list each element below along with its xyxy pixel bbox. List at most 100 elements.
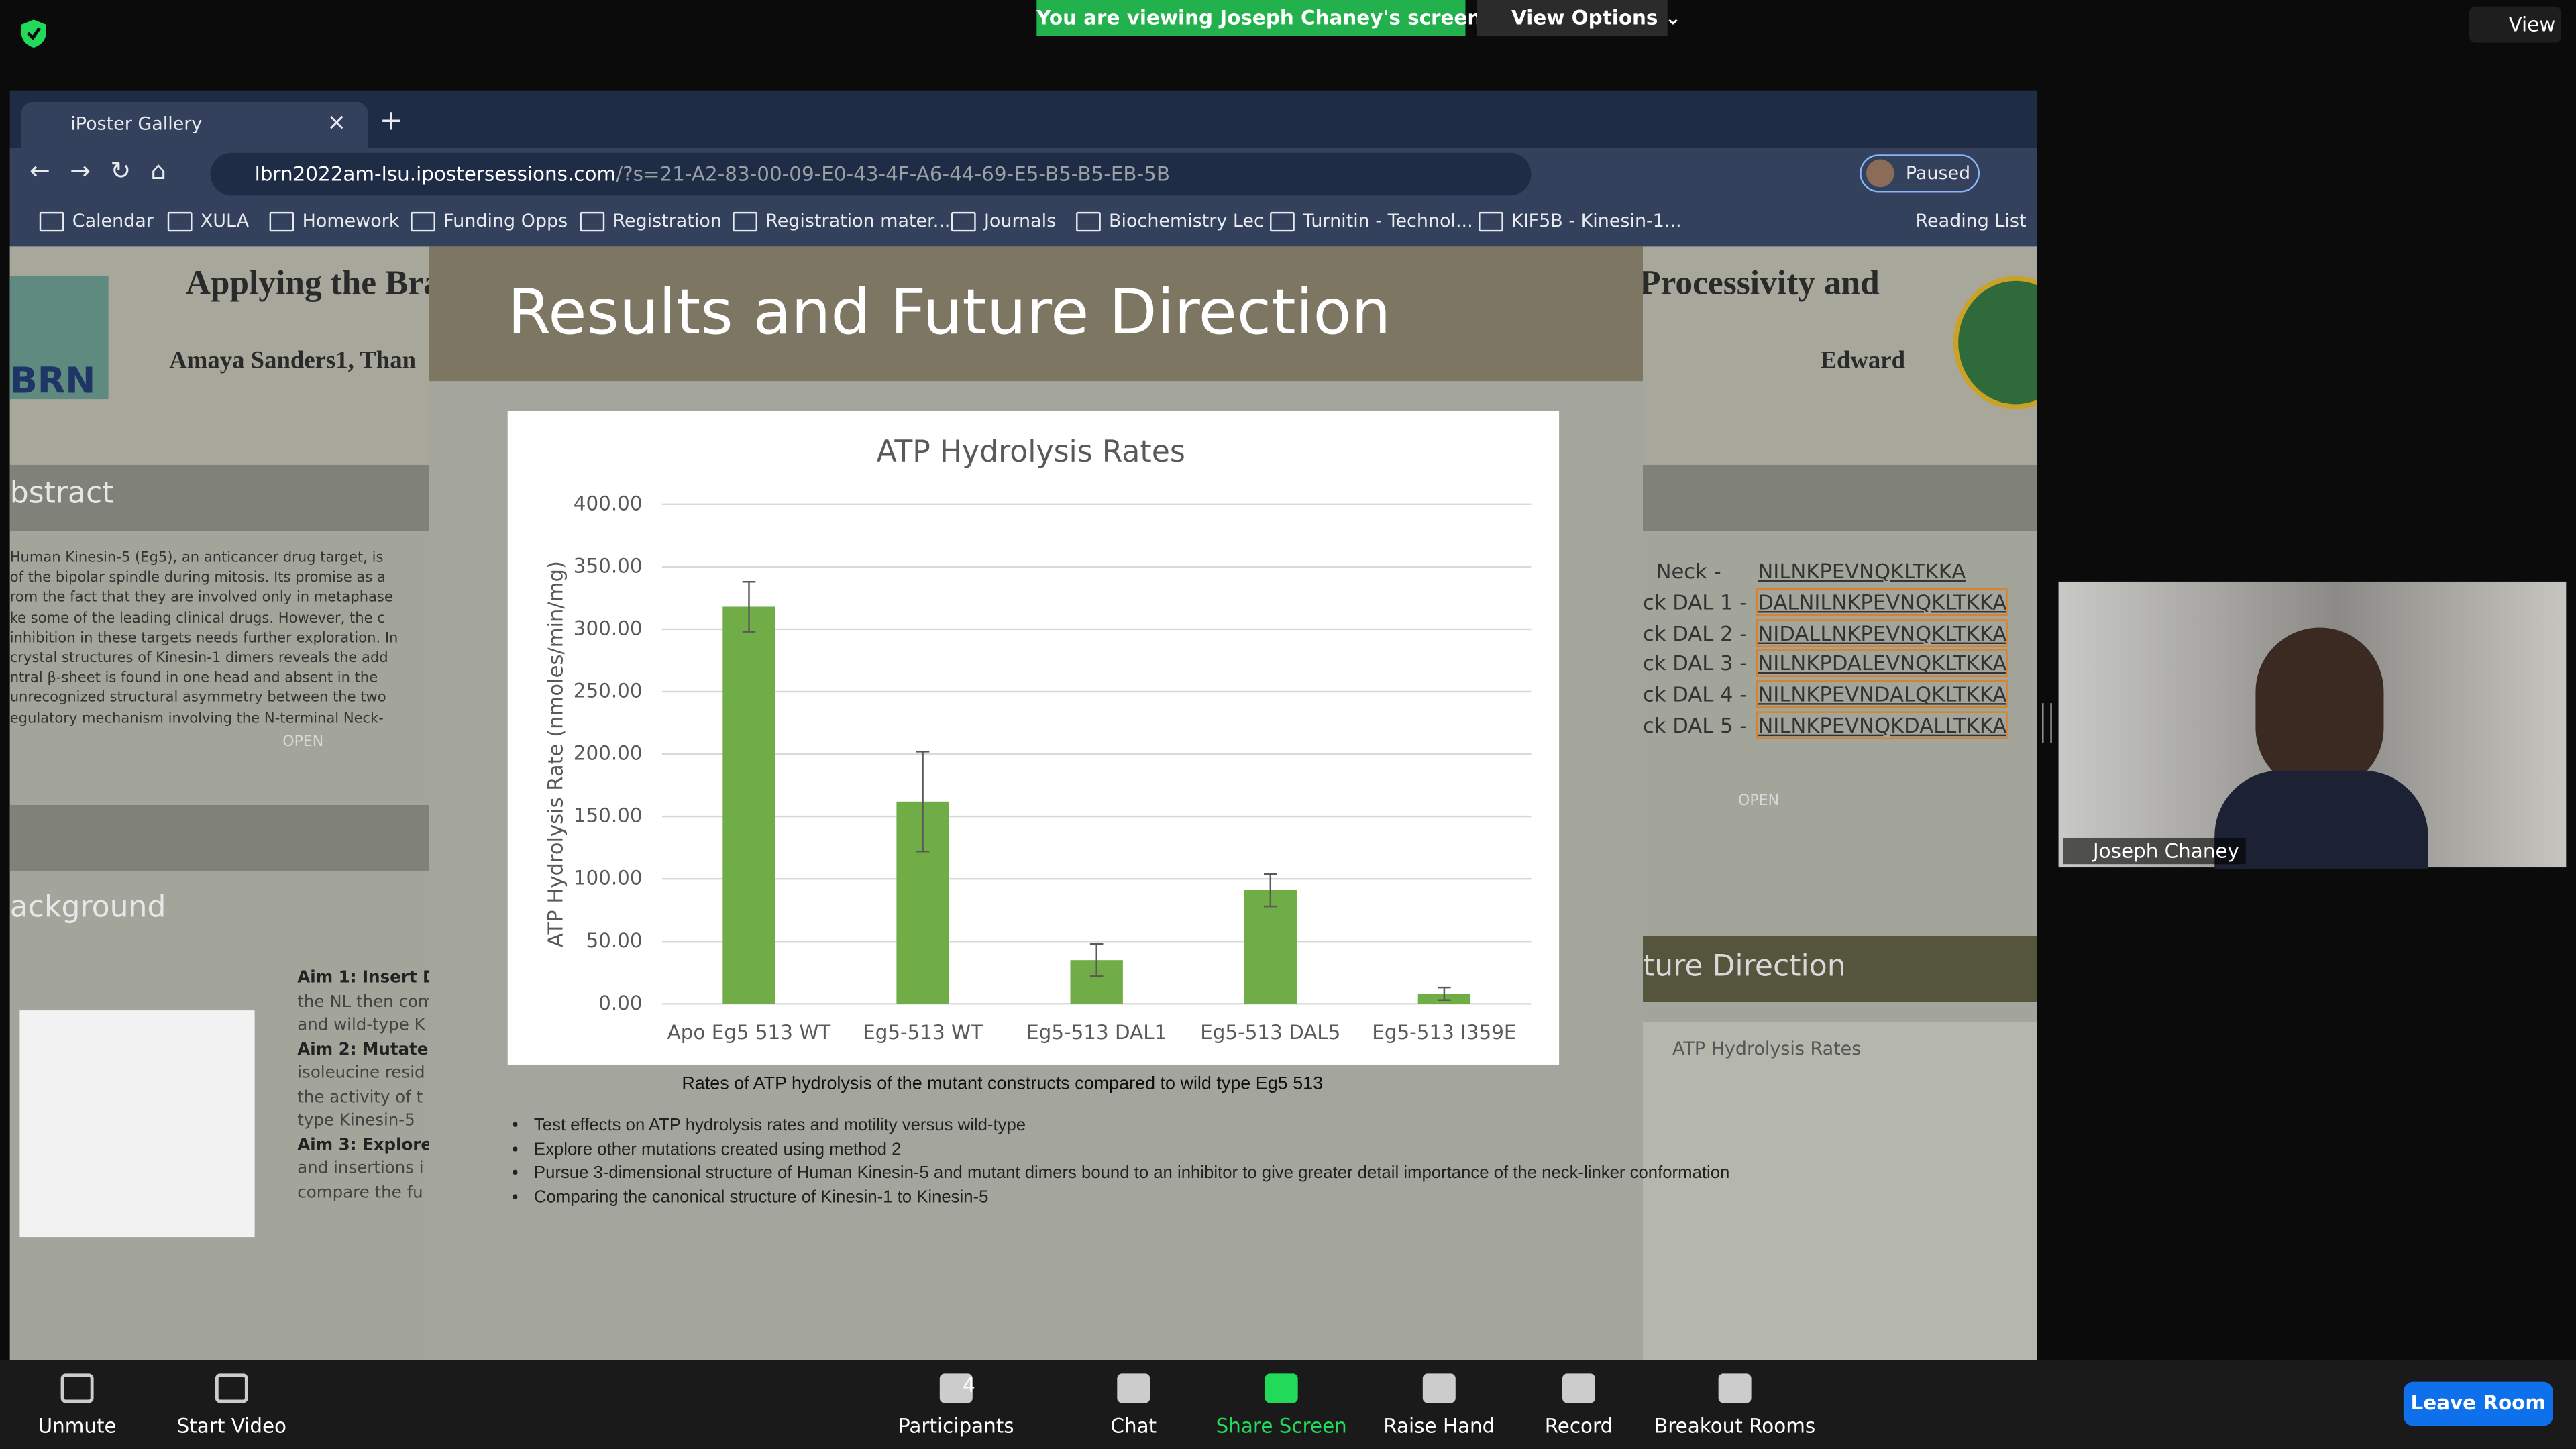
bookmark-icon xyxy=(1076,211,1101,232)
slide-title: Results and Future Direction xyxy=(507,276,1391,349)
open-label: OPEN xyxy=(1738,793,1780,810)
aim-line: compare the fu xyxy=(297,1183,423,1202)
bullet: Comparing the canonical structure of Kin… xyxy=(534,1185,1060,1210)
toolbar-icon[interactable] xyxy=(1265,1373,1298,1403)
bookmark-icon xyxy=(1270,211,1295,232)
tab-close[interactable]: × xyxy=(327,110,347,137)
participants-count: 4 xyxy=(963,1373,975,1397)
open-label: OPEN xyxy=(282,734,324,751)
abstract-line: ntral β-sheet is found in one head and a… xyxy=(9,670,378,688)
view-options-label: View Options xyxy=(1511,6,1658,30)
abstract-line: ke some of the leading clinical drugs. H… xyxy=(9,610,385,627)
bookmark-icon xyxy=(951,211,976,232)
aim-line: the activity of t xyxy=(297,1088,423,1107)
participant-video: Joseph Chaney xyxy=(2058,581,2567,869)
abstract-line: Human Kinesin-5 (Eg5), an anticancer dru… xyxy=(9,550,384,567)
tab-title: iPoster Gallery xyxy=(70,113,203,135)
abstract-line: crystal structures of Kinesin-1 dimers r… xyxy=(9,650,388,667)
viewing-banner: You are viewing Joseph Chaney's screen xyxy=(1036,0,1481,36)
y-tick-label: 350.00 xyxy=(574,554,643,577)
toolbar-label: Chat xyxy=(1110,1414,1157,1438)
y-tick-label: 250.00 xyxy=(574,680,643,702)
bookmark[interactable]: Funding Opps xyxy=(443,210,568,232)
paused-label: Paused xyxy=(1905,162,1971,184)
chart: ATP Hydrolysis Rates ATP Hydrolysis Rate … xyxy=(507,411,1560,1065)
profile-paused[interactable]: Paused xyxy=(1860,154,1980,193)
nav-buttons[interactable]: ←→↻⌂ xyxy=(30,156,186,186)
bookmark-icon xyxy=(39,211,64,232)
sequence-label: ck DAL 2 - xyxy=(1642,620,1748,645)
abstract-line: rom the fact that they are involved only… xyxy=(9,590,393,607)
address-bar[interactable]: lbrn2022am-lsu.ipostersessions.com/?s=21… xyxy=(210,152,1532,196)
bullet: Pursue 3-dimensional structure of Human … xyxy=(534,1161,1729,1185)
sequence-label: ck DAL 4 - xyxy=(1642,682,1748,707)
background-heading: ackground xyxy=(9,890,166,925)
y-tick-label: 0.00 xyxy=(598,991,642,1014)
new-tab[interactable]: + xyxy=(379,105,403,138)
bookmark[interactable]: Journals xyxy=(983,210,1057,232)
poster-authors-left: Amaya Sanders1, Than xyxy=(169,348,417,375)
tab[interactable]: iPoster Gallery × xyxy=(21,101,368,148)
bookmark[interactable]: XULA xyxy=(200,210,250,232)
view-options[interactable]: View Options ⌄ xyxy=(1477,0,1681,36)
slide: Results and Future Direction ATP Hydroly… xyxy=(429,246,1729,1360)
aim-line: and insertions i xyxy=(297,1159,424,1178)
abstract-heading: bstract xyxy=(9,476,114,511)
mini-chart xyxy=(1642,1022,2037,1360)
background-figure xyxy=(19,1010,255,1238)
bookmark-icon xyxy=(411,211,435,232)
slide-title-bar xyxy=(429,246,1643,382)
sequence: NILNKPEVNQKLTKKA xyxy=(1758,558,1966,584)
poster-authors-right: Edward xyxy=(1820,348,1906,375)
bookmark[interactable]: Registration xyxy=(612,210,722,232)
reading-list[interactable]: Reading List xyxy=(1915,210,2027,232)
y-tick-label: 150.00 xyxy=(574,804,643,827)
x-tick-label: Apo Eg5 513 WT xyxy=(667,1021,832,1044)
splitter[interactable] xyxy=(2042,703,2052,743)
toolbar-label: Breakout Rooms xyxy=(1654,1414,1816,1438)
sequence-label: ck DAL 1 - xyxy=(1642,589,1748,614)
bookmark[interactable]: Calendar xyxy=(72,210,154,232)
leave-button[interactable]: Leave Room xyxy=(2403,1381,2553,1426)
sequence: DALNILNKPEVNQKLTKKA xyxy=(1756,588,2008,616)
bookmark-icon xyxy=(269,211,294,232)
toolbar-icon[interactable] xyxy=(1718,1373,1752,1403)
x-tick-label: Eg5-513 DAL1 xyxy=(1026,1021,1167,1044)
toolbar-icon[interactable] xyxy=(60,1373,94,1403)
y-tick-label: 300.00 xyxy=(574,616,643,639)
bookmark[interactable]: Biochemistry Lec xyxy=(1109,210,1264,232)
bookmark[interactable]: Homework xyxy=(302,210,400,232)
bullet-list: Test effects on ATP hydrolysis rates and… xyxy=(515,1114,1729,1210)
toolbar-icon[interactable] xyxy=(1562,1373,1595,1403)
sequence-label: Neck - xyxy=(1656,558,1721,584)
sequence: NILNKPDALEVNQKLTKKA xyxy=(1756,649,2008,678)
browser-window: iPoster Gallery × + ←→↻⌂ lbrn2022am-lsu.… xyxy=(9,90,2037,1360)
toolbar-label: Record xyxy=(1544,1414,1613,1438)
toolbar-icon[interactable] xyxy=(939,1373,973,1403)
poster-page: BRN Applying the Bra Processivity and Am… xyxy=(9,246,2037,1360)
bookmark[interactable]: KIF5B - Kinesin-1... xyxy=(1511,210,1682,232)
toolbar-label: Raise Hand xyxy=(1383,1414,1495,1438)
y-tick-label: 50.00 xyxy=(586,929,642,952)
toolbar-label: Unmute xyxy=(38,1414,117,1438)
bullet: Explore other mutations created using me… xyxy=(534,1138,1060,1162)
poster-logo: BRN xyxy=(9,276,109,402)
x-tick-label: Eg5-513 WT xyxy=(863,1021,983,1044)
view-button[interactable]: View xyxy=(2469,6,2561,43)
toolbar-icon[interactable] xyxy=(215,1373,248,1403)
bookmark-icon xyxy=(1479,211,1503,232)
abstract-line: unrecognized structural asymmetry betwee… xyxy=(9,690,386,708)
aim-line: and wild-type K xyxy=(297,1016,425,1035)
toolbar-label: Share Screen xyxy=(1216,1414,1347,1438)
toolbar-icon[interactable] xyxy=(1117,1373,1150,1403)
bar xyxy=(1244,890,1297,1004)
bookmark[interactable]: Turnitin - Technol... xyxy=(1303,210,1473,232)
poster-title-right: Processivity and xyxy=(1640,262,1880,303)
bookmark[interactable]: Registration mater... xyxy=(765,210,951,232)
bullet: Test effects on ATP hydrolysis rates and… xyxy=(534,1114,1060,1138)
participant-face xyxy=(2255,627,2384,792)
abstract-header-bg xyxy=(9,465,429,531)
sequence: NILNKPEVNQKDALLTKKA xyxy=(1756,711,2008,740)
toolbar-icon[interactable] xyxy=(1422,1373,1456,1403)
